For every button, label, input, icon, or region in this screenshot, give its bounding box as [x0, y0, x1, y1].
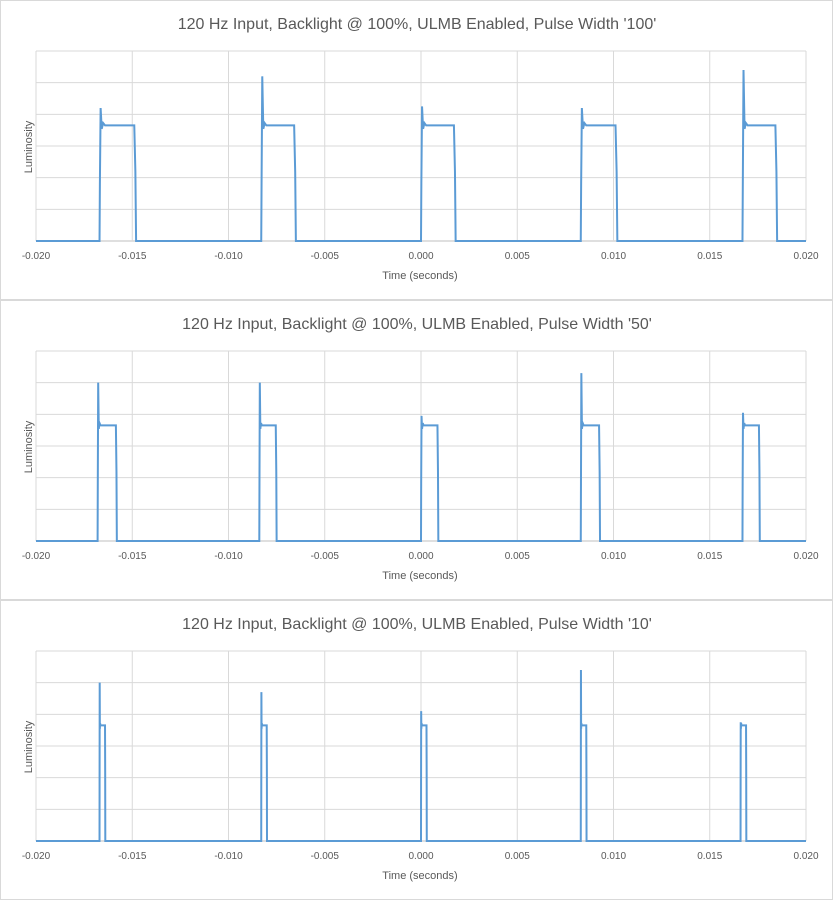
x-tick-label: 0.005 — [505, 551, 530, 562]
x-tick-label: 0.015 — [697, 251, 722, 262]
y-axis-label: Luminosity — [23, 120, 35, 173]
x-tick-label: 0.010 — [601, 251, 626, 262]
x-tick-label: 0.010 — [601, 551, 626, 562]
chart-panel-pulse-width-50: 120 Hz Input, Backlight @ 100%, ULMB Ena… — [0, 300, 833, 600]
x-tick-label: -0.020 — [22, 551, 51, 562]
y-axis-label: Luminosity — [23, 420, 35, 473]
y-axis-label: Luminosity — [23, 720, 35, 773]
x-tick-label: 0.020 — [793, 851, 818, 862]
chart-panel-pulse-width-10: 120 Hz Input, Backlight @ 100%, ULMB Ena… — [0, 600, 833, 900]
x-tick-label: -0.020 — [22, 251, 51, 262]
x-tick-label: -0.015 — [118, 251, 147, 262]
x-tick-label: 0.000 — [408, 851, 433, 862]
x-tick-label: -0.005 — [311, 551, 340, 562]
x-tick-label: -0.005 — [311, 251, 340, 262]
x-tick-label: -0.010 — [214, 551, 243, 562]
luminosity-series-line — [36, 69, 806, 242]
x-axis-label: Time (seconds) — [382, 570, 457, 582]
x-tick-label: 0.020 — [793, 551, 818, 562]
x-tick-label: 0.000 — [408, 551, 433, 562]
x-tick-label: 0.005 — [505, 251, 530, 262]
chart-title: 120 Hz Input, Backlight @ 100%, ULMB Ena… — [182, 616, 652, 633]
x-tick-label: 0.005 — [505, 851, 530, 862]
chart-panel-pulse-width-100: 120 Hz Input, Backlight @ 100%, ULMB Ena… — [0, 0, 833, 300]
chart-2-svg: 120 Hz Input, Backlight @ 100%, ULMB Ena… — [22, 316, 819, 582]
x-tick-label: 0.010 — [601, 851, 626, 862]
x-axis-label: Time (seconds) — [382, 870, 457, 882]
chart-3-svg: 120 Hz Input, Backlight @ 100%, ULMB Ena… — [22, 616, 819, 882]
x-tick-label: -0.005 — [311, 851, 340, 862]
x-tick-label: -0.020 — [22, 851, 51, 862]
luminosity-series-line — [36, 669, 806, 842]
x-tick-label: 0.000 — [408, 251, 433, 262]
x-tick-label: 0.015 — [697, 551, 722, 562]
x-tick-label: -0.015 — [118, 851, 147, 862]
x-tick-label: -0.015 — [118, 551, 147, 562]
x-axis-label: Time (seconds) — [382, 270, 457, 282]
x-tick-label: -0.010 — [214, 251, 243, 262]
x-tick-label: 0.020 — [793, 251, 818, 262]
x-tick-label: 0.015 — [697, 851, 722, 862]
chart-title: 120 Hz Input, Backlight @ 100%, ULMB Ena… — [182, 316, 652, 333]
chart-1-svg: 120 Hz Input, Backlight @ 100%, ULMB Ena… — [22, 16, 819, 282]
chart-title: 120 Hz Input, Backlight @ 100%, ULMB Ena… — [178, 16, 657, 33]
luminosity-series-line — [36, 373, 806, 542]
x-tick-label: -0.010 — [214, 851, 243, 862]
